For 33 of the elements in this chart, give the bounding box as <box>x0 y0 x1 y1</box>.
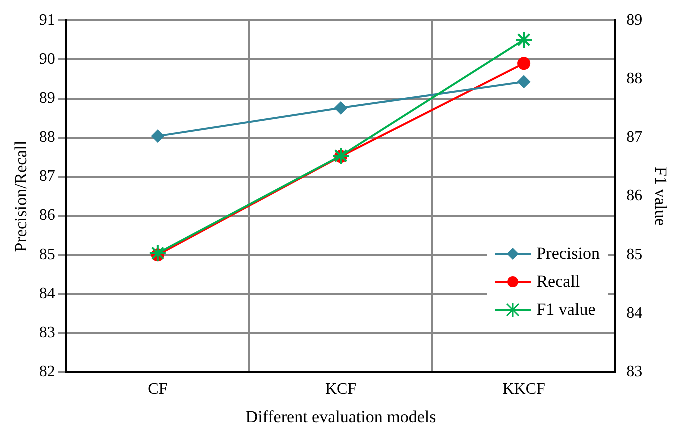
x-tick-label: KCF <box>325 381 357 398</box>
y-tick-label: 87 <box>39 168 56 186</box>
x-axis-title: Different evaluation models <box>246 407 436 426</box>
y2-tick-label: 84 <box>626 304 643 322</box>
y2-tick-label: 87 <box>626 129 643 146</box>
point <box>515 30 534 49</box>
y-tick-label: 86 <box>39 207 56 224</box>
y-tick-label: 90 <box>39 50 56 68</box>
y-tick-label: 83 <box>39 324 56 342</box>
y2-tick-label: 83 <box>626 364 643 381</box>
point <box>518 57 531 70</box>
y-tick-label: 82 <box>39 364 56 381</box>
y-tick-label: 89 <box>39 90 56 107</box>
y-tick-label: 88 <box>39 129 56 146</box>
point <box>332 147 350 166</box>
y2-tick-label: 85 <box>626 246 643 264</box>
point <box>148 244 167 262</box>
point <box>334 102 348 115</box>
point <box>518 75 531 88</box>
x-tick-label: CF <box>148 381 168 398</box>
y2-tick-label: 89 <box>626 12 643 29</box>
y2-axis-title: F1 value <box>651 166 670 226</box>
y2-tick-label: 86 <box>626 188 643 205</box>
y-tick-label: 85 <box>39 246 56 264</box>
legend-label: Recall <box>536 272 580 292</box>
x-tick-label: KKCF <box>502 381 546 398</box>
y-tick-label: 91 <box>39 12 56 29</box>
y-axis-title: Precision/Recall <box>12 140 31 252</box>
y2-tick-label: 88 <box>626 70 643 88</box>
legend-label: F1 value <box>536 300 596 320</box>
legend-label: Precision <box>536 244 600 264</box>
y-tick-label: 84 <box>39 285 56 302</box>
point <box>151 130 164 143</box>
